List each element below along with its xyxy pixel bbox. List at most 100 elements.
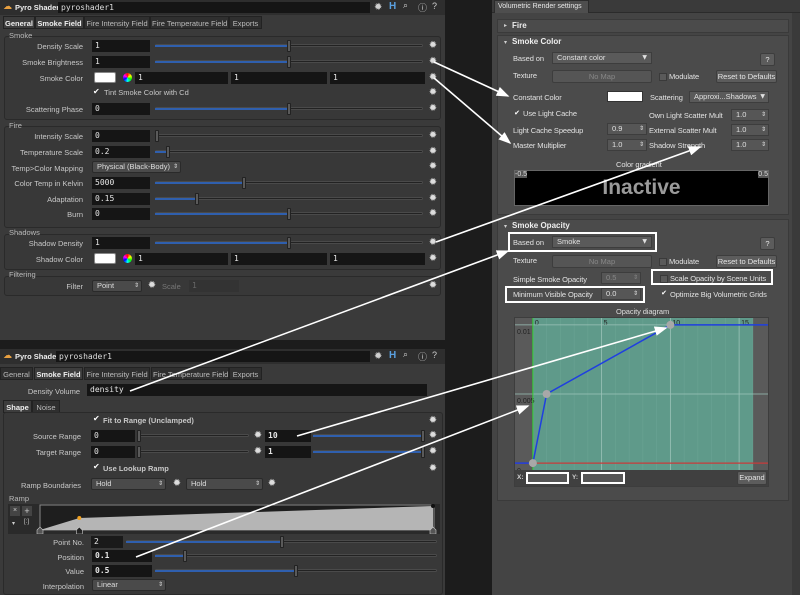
shadow-color-g-field[interactable]: 1 [231,253,327,265]
target-range-max-field[interactable]: 1 [265,446,311,458]
scrollbar[interactable] [792,13,800,595]
color-temp-kelvin-field[interactable]: 5000 [92,177,150,189]
temperature-scale-field[interactable]: 0.2 [92,146,150,158]
ramp-boundary-right-menu[interactable]: Hold ⇕ [186,478,263,490]
gear-icon[interactable]: ✹ [428,446,438,457]
search-icon[interactable]: ⌕ [403,350,409,360]
ramp-widget[interactable]: × + ▾ [:] [8,504,440,535]
light-cache-speedup-spinner[interactable]: 0.9 ⇕ [607,123,647,135]
filter-menu[interactable]: Point ⇕ [92,280,142,292]
spinner-arrows-icon[interactable]: ⇕ [632,290,638,297]
tab-fire-temperature-field[interactable]: Fire Temperature Field [150,16,229,29]
expand-button[interactable]: Expand [737,471,767,485]
gear-icon[interactable]: ✹ [428,280,438,291]
smoke-color-r-field[interactable]: 1 [135,72,228,84]
info-icon[interactable]: ⓘ [418,4,428,14]
target-range-max-slider[interactable] [313,446,425,458]
gear-icon[interactable]: ✹ [428,177,438,188]
source-range-max-slider[interactable] [313,430,425,442]
gear-icon[interactable]: ✹ [253,430,263,441]
shadow-color-swatch[interactable] [94,253,116,264]
tab-fire-intensity-field[interactable]: Fire Intensity Field [84,16,150,29]
spinner-arrows-icon[interactable]: ⇕ [760,141,766,148]
ramp-menu-icon[interactable]: ▾ [12,520,16,527]
slider-handle[interactable] [421,430,425,442]
shadow-density-field[interactable]: 1 [92,237,150,249]
slider-handle[interactable] [294,565,298,577]
intensity-scale-field[interactable]: 0 [92,130,150,142]
slider-handle[interactable] [155,130,159,142]
point-no-slider[interactable] [126,536,437,548]
modulate-checkbox[interactable] [659,73,667,81]
shadow-color-r-field[interactable]: 1 [135,253,228,265]
help-icon[interactable]: ? [432,1,438,11]
value-slider[interactable] [155,565,437,577]
gear-icon[interactable]: ✹ [428,463,438,474]
smoke-color-b-field[interactable]: 1 [330,72,425,84]
ramp-curve[interactable] [8,504,440,535]
node-name-field[interactable]: pyroshader1 [56,351,370,362]
position-field[interactable]: 0.1 [92,550,152,562]
gear-icon[interactable]: ✹ [172,478,182,489]
shadow-strength-spinner[interactable]: 1.0 ⇕ [731,139,769,151]
external-scatter-spinner[interactable]: 1.0 ⇕ [731,124,769,136]
slider-handle[interactable] [182,550,187,562]
modulate-checkbox[interactable] [659,258,667,266]
gear-icon[interactable]: ✹ [428,103,438,114]
intensity-scale-slider[interactable] [155,130,423,142]
gear-menu-icon[interactable]: ✹ [374,351,383,362]
gear-icon[interactable]: ✹ [428,87,438,98]
own-light-scatter-spinner[interactable]: 1.0 ⇕ [731,109,769,121]
ramp-expand-icon[interactable]: [:] [24,519,30,525]
slider-handle[interactable] [287,56,291,68]
burn-field[interactable]: 0 [92,208,150,220]
slider-handle[interactable] [137,430,141,442]
ramp-boundary-left-menu[interactable]: Hold ⇕ [91,478,166,490]
value-field[interactable]: 0.5 [92,565,152,577]
slider-handle[interactable] [242,177,247,189]
scale-field[interactable]: 1 [189,280,239,292]
slider-handle[interactable] [287,237,291,249]
optimize-grids-checkbox[interactable]: ✔ [661,289,667,297]
based-on-dropdown[interactable]: Constant color ▼ [552,52,652,64]
curve-control-point[interactable] [542,390,551,398]
temperature-scale-slider[interactable] [155,146,423,158]
spinner-arrows-icon[interactable]: ⇕ [760,111,766,118]
shadow-density-slider[interactable] [155,237,423,249]
smoke-color-swatch[interactable] [94,72,116,83]
use-lookup-ramp-checkbox[interactable]: ✔ [93,462,100,471]
constant-color-swatch[interactable] [607,91,643,102]
reset-to-defaults-button[interactable]: Reset to Defaults [716,70,777,83]
collapse-arrow-icon[interactable]: ▾ [504,223,508,230]
info-icon[interactable]: ⓘ [418,353,428,363]
density-scale-field[interactable]: 1 [92,40,150,52]
source-range-max-field[interactable]: 10 [265,430,311,442]
curve-control-point[interactable] [528,459,537,468]
texture-map-button[interactable]: No Map [552,255,652,268]
tab-smoke-field[interactable]: Smoke Field [34,367,83,380]
help-icon[interactable]: ? [432,350,438,360]
help-button[interactable]: ? [760,237,775,250]
slider-handle[interactable] [287,103,291,115]
gear-icon[interactable]: ✹ [428,430,438,441]
y-coordinate-input[interactable] [581,472,625,484]
gear-icon[interactable]: ✹ [253,446,263,457]
slider-handle[interactable] [287,40,291,52]
color-gradient-widget[interactable]: -0.5 0.5 Inactive [514,170,769,206]
gear-icon[interactable]: ✹ [428,193,438,204]
ramp-point[interactable] [77,516,82,520]
gear-icon[interactable]: ✹ [267,478,277,489]
point-no-field[interactable]: 2 [91,536,123,548]
adaptation-field[interactable]: 0.15 [92,193,150,205]
node-name-field[interactable]: pyroshader1 [58,2,370,13]
gear-icon[interactable]: ✹ [428,161,438,172]
spinner-arrows-icon[interactable]: ⇕ [638,125,644,132]
tab-exports[interactable]: Exports [229,16,262,29]
tab-smoke-field[interactable]: Smoke Field [35,16,84,29]
spinner-arrows-icon[interactable]: ⇕ [638,141,644,148]
slider-handle[interactable] [137,446,141,458]
gear-icon[interactable]: ✹ [428,130,438,141]
texture-map-button[interactable]: No Map [552,70,652,83]
tab-fire-intensity-field[interactable]: Fire Intensity Field [84,367,150,380]
